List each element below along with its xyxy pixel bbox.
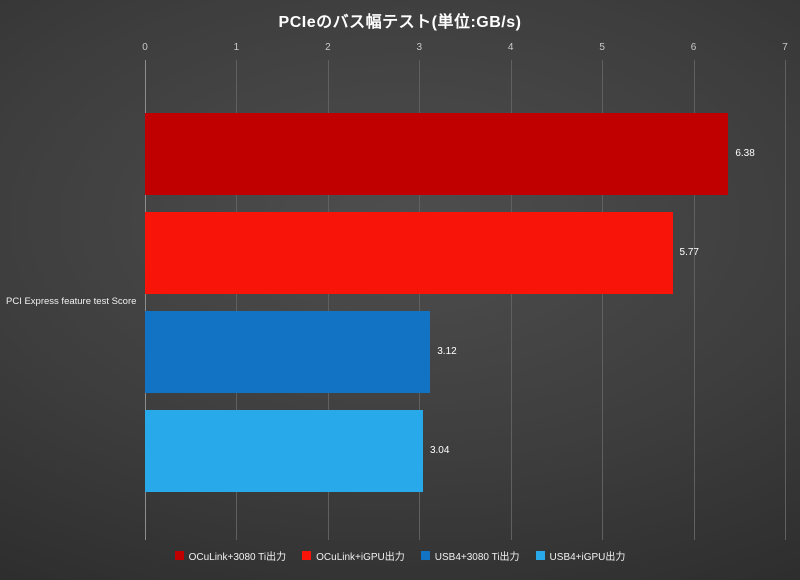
tick-label: 3 [416,42,423,53]
tick-label: 0 [142,42,148,53]
gridline [419,60,421,540]
legend-item: USB4+iGPU出力 [535,548,626,563]
x-axis-ticks: 0 1 2 3 4 5 6 7 [142,42,788,56]
gridline [236,60,238,540]
value-label: 3.04 [429,445,450,456]
gridline [785,60,786,540]
legend-label: USB4+iGPU出力 [549,552,626,563]
legend-label: OCuLink+iGPU出力 [316,552,405,563]
gridline [510,60,512,540]
legend: OCuLink+3080 Ti出力 OCuLink+iGPU出力 USB4+3080… [0,548,800,563]
legend-swatch [302,551,312,560]
plot-area: 6.38 5.77 3.12 3.04 [145,60,786,540]
value-label: 6.38 [735,148,755,159]
tick-label: 7 [782,42,788,53]
bar-2 [145,212,673,294]
bar-4 [145,410,423,492]
tick-label: 5 [599,42,605,53]
value-label: 5.77 [679,247,699,258]
tick-label: 4 [507,42,514,53]
legend-label: USB4+3080 Ti出力 [434,552,520,563]
bar-1 [145,113,729,195]
category-axis-line [145,60,146,540]
legend-swatch [174,551,184,560]
gridline [327,60,329,540]
legend-swatch [420,551,430,560]
category-axis-label: PCI Express feature test Score [6,296,137,307]
tick-label: 2 [325,42,331,53]
legend-item: USB4+3080 Ti出力 [420,548,520,563]
value-label: 3.12 [437,346,457,357]
legend-item: OCuLink+3080 Ti出力 [174,548,287,563]
tick-label: 1 [233,42,240,53]
bar-3 [145,311,431,393]
gridline [602,60,604,540]
chart-title: PCIeのバス幅テスト(単位:GB/s) [278,14,522,31]
legend-label: OCuLink+3080 Ti出力 [188,552,287,563]
legend-swatch [535,551,545,560]
legend-item: OCuLink+iGPU出力 [302,548,405,563]
tick-label: 6 [690,42,697,53]
gridline [693,60,695,540]
